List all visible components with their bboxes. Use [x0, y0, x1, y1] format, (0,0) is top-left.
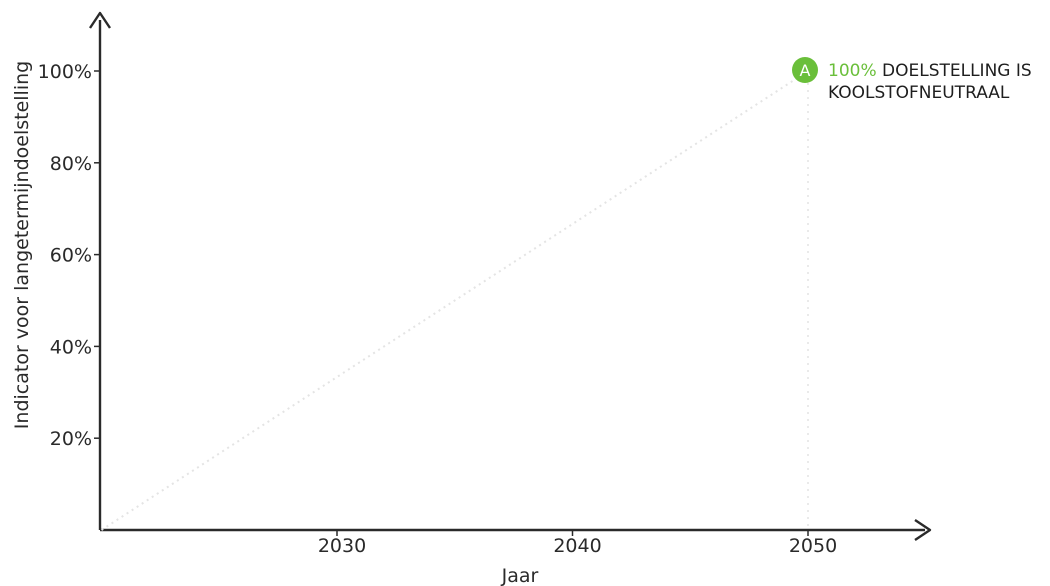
series-line	[100, 70, 809, 531]
x-axis-title: Jaar	[501, 565, 539, 586]
annotation-target: A 100% DOELSTELLING IS KOOLSTOFNEUTRAAL	[792, 57, 1032, 103]
x-tick-label: 2040	[553, 535, 601, 557]
y-tick-label: 20%	[50, 428, 92, 450]
x-axis-arrow	[914, 519, 932, 541]
annotation-marker-circle	[792, 57, 818, 83]
annotation-highlight: 100%	[828, 61, 877, 81]
annotation-line-2: KOOLSTOFNEUTRAAL	[828, 83, 1010, 103]
y-axis-title: Indicator voor langetermijndoelstelling	[11, 61, 33, 429]
y-tick-label: 100%	[38, 61, 92, 83]
series-layer	[100, 70, 809, 531]
annotation-line-1: 100% DOELSTELLING IS	[828, 61, 1032, 81]
y-tick-label: 60%	[50, 245, 92, 267]
tick-layer: 20% 40% 60% 80% 100% 2030 2040 2050	[38, 61, 838, 557]
annotation-marker-letter: A	[800, 61, 811, 80]
y-tick-label: 80%	[50, 153, 92, 175]
annotation-line-1-text: DOELSTELLING IS	[882, 61, 1032, 81]
x-tick-label: 2030	[318, 535, 366, 557]
y-axis-arrow	[89, 11, 111, 29]
x-tick-label: 2050	[789, 535, 837, 557]
y-tick-label: 40%	[50, 336, 92, 358]
